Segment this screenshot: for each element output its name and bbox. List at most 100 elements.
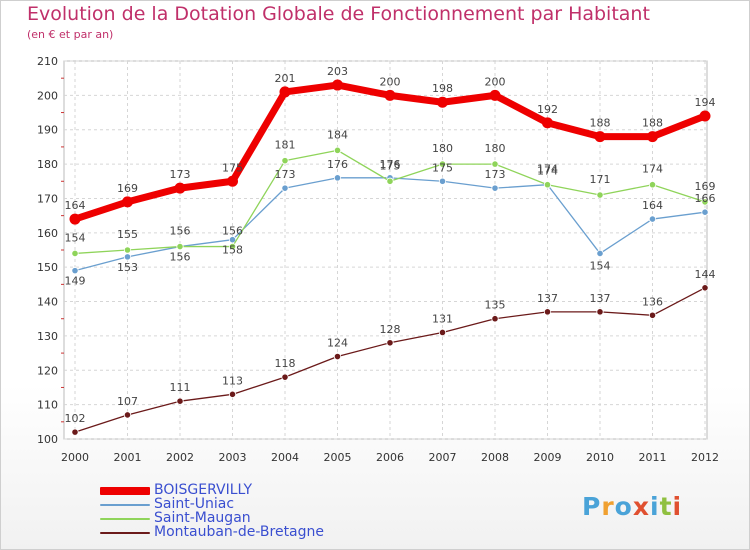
data-label-1: 166 <box>695 192 716 205</box>
x-tick-label: 2007 <box>429 451 457 464</box>
data-label-0: 169 <box>117 182 138 195</box>
data-label-3: 111 <box>170 381 191 394</box>
data-point-3 <box>491 315 499 323</box>
legend-swatch <box>100 487 150 495</box>
y-tick-label: 140 <box>37 296 58 309</box>
legend-label: Montauban-de-Bretagne <box>154 524 325 540</box>
y-tick-label: 120 <box>37 364 58 377</box>
data-label-1: 154 <box>590 259 611 272</box>
data-point-1 <box>438 177 447 185</box>
data-label-2: 169 <box>695 180 716 193</box>
data-label-2: 171 <box>590 173 611 186</box>
data-label-3: 124 <box>327 337 348 350</box>
data-point-3 <box>438 328 447 337</box>
data-label-0: 203 <box>327 65 348 78</box>
data-point-2 <box>228 242 237 251</box>
x-tick-label: 2012 <box>691 451 719 464</box>
data-point-1 <box>71 267 79 275</box>
data-point-3 <box>281 373 289 381</box>
x-tick-label: 2010 <box>586 451 614 464</box>
data-label-2: 175 <box>380 159 401 172</box>
data-point-boisgervilly <box>332 79 343 91</box>
x-tick-label: 2002 <box>166 451 194 464</box>
data-point-3 <box>123 411 132 419</box>
data-label-2: 154 <box>65 231 86 244</box>
data-point-3 <box>71 428 79 436</box>
data-point-3 <box>596 308 604 316</box>
data-point-1 <box>333 174 342 182</box>
data-label-0: 188 <box>590 117 611 130</box>
legend-swatch <box>100 532 150 534</box>
proxiti-logo: Proxiti <box>582 492 682 521</box>
data-point-boisgervilly <box>699 110 711 122</box>
data-point-2 <box>123 246 132 254</box>
data-label-1: 176 <box>380 158 401 171</box>
data-label-3: 137 <box>537 292 558 305</box>
legend-swatch <box>100 518 150 520</box>
data-point-2 <box>543 181 552 189</box>
data-label-0: 175 <box>222 161 243 174</box>
data-label-3: 102 <box>65 412 86 425</box>
data-point-3 <box>648 311 657 319</box>
data-label-3: 107 <box>117 395 138 408</box>
legend-swatch <box>100 504 150 506</box>
x-tick-label: 2006 <box>376 451 404 464</box>
data-point-boisgervilly <box>489 89 501 101</box>
data-point-boisgervilly <box>69 213 81 225</box>
data-label-3: 118 <box>275 357 296 370</box>
data-point-2 <box>491 160 499 168</box>
line-chart: 100 110 120 130 140 150 160 170 180 190 200 210 2000… <box>37 55 719 464</box>
data-point-boisgervilly <box>279 86 291 98</box>
data-label-3: 144 <box>695 268 716 281</box>
x-tick-label: 2005 <box>324 451 352 464</box>
data-point-2 <box>596 191 604 199</box>
legend-label: Saint-Uniac <box>154 496 235 512</box>
y-tick-label: 110 <box>37 399 58 412</box>
y-tick-label: 160 <box>37 227 58 240</box>
data-label-2: 181 <box>275 139 296 152</box>
logo-letter: t <box>659 492 673 521</box>
y-tick-label: 130 <box>37 330 58 343</box>
data-point-1 <box>281 184 289 192</box>
data-point-boisgervilly <box>594 131 606 143</box>
data-label-0: 173 <box>170 168 191 181</box>
data-point-2 <box>176 242 184 251</box>
chart-subtitle: (en € et par an) <box>27 28 114 41</box>
data-point-2 <box>71 249 79 258</box>
x-tick-label: 2009 <box>534 451 562 464</box>
data-point-2 <box>438 160 447 168</box>
data-point-boisgervilly <box>122 196 133 208</box>
logo-letter: i <box>672 492 683 521</box>
data-point-boisgervilly <box>647 131 658 143</box>
data-point-boisgervilly <box>384 89 396 101</box>
data-label-2: 184 <box>327 128 348 141</box>
data-point-boisgervilly <box>174 182 186 194</box>
data-label-3: 136 <box>642 295 663 308</box>
data-label-0: 164 <box>65 199 86 212</box>
data-label-2: 180 <box>485 142 506 155</box>
data-label-1: 173 <box>485 168 506 181</box>
y-tick-label: 170 <box>37 192 58 205</box>
data-point-1 <box>596 249 604 258</box>
data-point-3 <box>228 390 237 398</box>
x-tick-label: 2008 <box>481 451 509 464</box>
data-label-1: 158 <box>222 244 243 257</box>
data-label-0: 200 <box>485 75 506 88</box>
logo-letter: x <box>632 492 650 521</box>
x-tick-label: 2003 <box>219 451 247 464</box>
x-tick-label: 2004 <box>271 451 299 464</box>
data-label-0: 201 <box>275 72 296 85</box>
data-label-3: 131 <box>432 312 453 325</box>
data-label-3: 113 <box>222 374 243 387</box>
data-point-2 <box>386 177 394 185</box>
data-label-0: 198 <box>432 82 453 95</box>
data-label-1: 173 <box>275 168 296 181</box>
data-label-1: 174 <box>537 165 558 178</box>
x-tick-label: 2001 <box>114 451 142 464</box>
data-point-3 <box>386 339 394 347</box>
data-label-0: 192 <box>537 103 558 116</box>
data-point-3 <box>176 397 184 405</box>
data-label-1: 164 <box>642 199 663 212</box>
data-point-1 <box>491 184 499 192</box>
data-label-3: 137 <box>590 292 611 305</box>
